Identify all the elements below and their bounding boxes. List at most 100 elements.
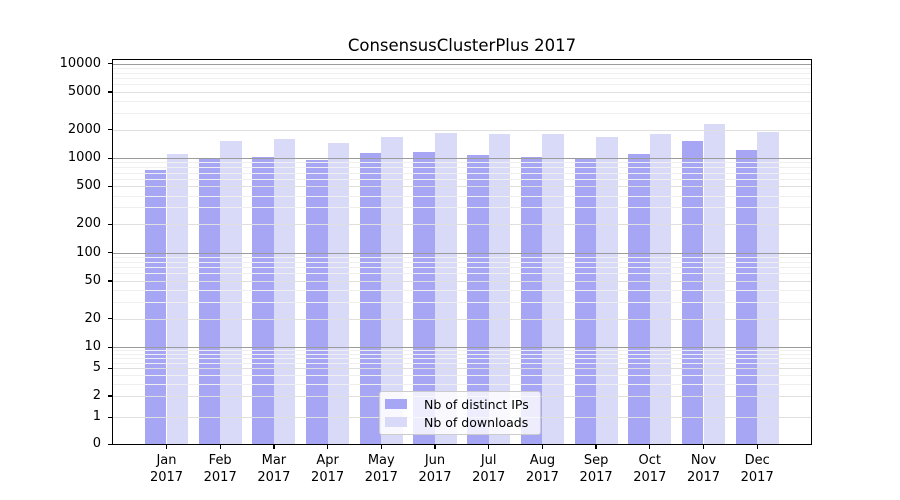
- x-tick-month: Apr: [316, 453, 339, 468]
- x-tick-year: 2017: [418, 469, 452, 485]
- bar-distinct-ips: [520, 156, 543, 444]
- x-tick-label: May 2017: [351, 453, 411, 486]
- x-tick-year: 2017: [686, 469, 721, 485]
- y-tick-label: 10000: [59, 55, 101, 71]
- x-tick-mark: [702, 444, 705, 449]
- x-tick-mark: [434, 444, 436, 449]
- y-tick-mark: [108, 318, 112, 320]
- bars-layer: [113, 60, 811, 444]
- x-tick-label: Sep 2017: [566, 453, 626, 486]
- legend-label-downloads: Nb of downloads: [424, 414, 529, 430]
- x-tick-mark: [541, 444, 544, 449]
- bar-downloads: [488, 133, 511, 444]
- x-tick-mark: [273, 444, 275, 449]
- x-tick-mark: [756, 444, 758, 449]
- x-tick-mark: [595, 444, 597, 449]
- bar-downloads: [596, 136, 618, 444]
- bar-downloads: [542, 133, 564, 444]
- x-tick-month: Oct: [638, 453, 662, 468]
- y-tick-mark: [108, 129, 112, 131]
- x-tick-year: 2017: [257, 469, 291, 485]
- y-tick-label: 200: [76, 216, 101, 232]
- legend-label-distinct-ips: Nb of distinct IPs: [424, 396, 529, 412]
- y-tick-mark: [108, 223, 112, 225]
- legend-swatch-distinct-ips: [385, 399, 407, 409]
- x-tick-label: Oct 2017: [620, 453, 680, 486]
- x-tick-mark: [326, 444, 329, 449]
- y-tick-label: 100: [76, 244, 101, 260]
- bar-distinct-ips: [681, 141, 704, 444]
- x-tick-label: Mar 2017: [244, 453, 304, 486]
- bar-distinct-ips: [144, 170, 167, 444]
- x-tick-year: 2017: [364, 469, 398, 485]
- plot-area: [113, 60, 811, 444]
- y-tick-mark: [108, 185, 112, 188]
- y-tick-mark: [108, 395, 112, 397]
- x-tick-mark: [649, 444, 651, 449]
- y-tick-label: 500: [76, 178, 101, 194]
- y-tick-label: 2000: [67, 121, 101, 137]
- y-tick-label: 1000: [67, 150, 101, 165]
- x-tick-label: Aug 2017: [512, 453, 572, 486]
- x-tick-label: Dec 2017: [727, 453, 787, 486]
- y-tick-mark: [108, 280, 112, 282]
- y-tick-mark: [108, 367, 112, 369]
- y-tick-mark: [108, 252, 112, 254]
- x-tick-mark: [219, 444, 221, 449]
- bar-downloads: [166, 154, 189, 444]
- legend: Nb of distinct IPs Nb of downloads: [379, 391, 541, 435]
- bar-distinct-ips: [628, 153, 650, 444]
- bar-distinct-ips: [306, 160, 328, 444]
- bar-distinct-ips: [467, 155, 489, 444]
- x-tick-year: 2017: [525, 469, 559, 485]
- x-tick-mark: [380, 444, 382, 449]
- y-tick-label: 1: [92, 409, 101, 424]
- x-tick-month: Jun: [424, 453, 446, 468]
- y-tick-label: 10: [84, 339, 101, 354]
- legend-entry-downloads: Nb of downloads: [385, 414, 535, 430]
- bar-downloads: [757, 132, 779, 444]
- bar-downloads: [220, 141, 242, 444]
- y-tick-mark: [108, 91, 112, 93]
- bar-distinct-ips: [252, 157, 274, 444]
- y-tick-mark: [108, 346, 112, 348]
- x-tick-mark: [165, 444, 168, 449]
- bar-distinct-ips: [735, 149, 758, 444]
- bar-downloads: [435, 133, 457, 444]
- x-tick-month: Nov: [690, 453, 717, 468]
- x-tick-month: May: [367, 453, 395, 468]
- x-tick-month: Jul: [480, 453, 497, 468]
- y-tick-mark: [108, 63, 112, 65]
- x-tick-label: Jan 2017: [137, 453, 197, 486]
- y-tick-label: 5000: [67, 83, 101, 99]
- x-tick-month: Jan: [156, 453, 177, 468]
- y-tick-label: 0: [92, 436, 101, 451]
- x-tick-month: Aug: [529, 453, 556, 468]
- y-tick-label: 20: [84, 310, 101, 326]
- bar-distinct-ips: [574, 157, 597, 444]
- x-tick-month: Mar: [261, 453, 287, 468]
- bar-downloads: [327, 143, 350, 444]
- y-tick-label: 50: [84, 272, 101, 288]
- x-tick-month: Dec: [744, 453, 770, 468]
- x-tick-year: 2017: [149, 469, 184, 485]
- x-tick-label: Jun 2017: [405, 453, 465, 486]
- x-tick-label: Nov 2017: [674, 453, 734, 486]
- legend-swatch-downloads: [385, 417, 407, 427]
- x-tick-year: 2017: [633, 469, 667, 485]
- x-tick-mark: [488, 444, 490, 449]
- y-tick-mark: [108, 157, 112, 159]
- x-tick-year: 2017: [579, 469, 613, 485]
- bar-distinct-ips: [198, 158, 221, 444]
- bar-downloads: [649, 134, 672, 444]
- x-tick-year: 2017: [472, 469, 506, 485]
- x-tick-month: Sep: [583, 453, 609, 468]
- x-tick-label: Apr 2017: [298, 453, 358, 486]
- x-tick-year: 2017: [311, 469, 345, 485]
- bar-downloads: [273, 138, 296, 444]
- bar-distinct-ips: [359, 152, 382, 444]
- x-tick-label: Feb 2017: [190, 453, 250, 486]
- y-tick-mark: [108, 443, 112, 445]
- y-tick-mark: [108, 416, 112, 418]
